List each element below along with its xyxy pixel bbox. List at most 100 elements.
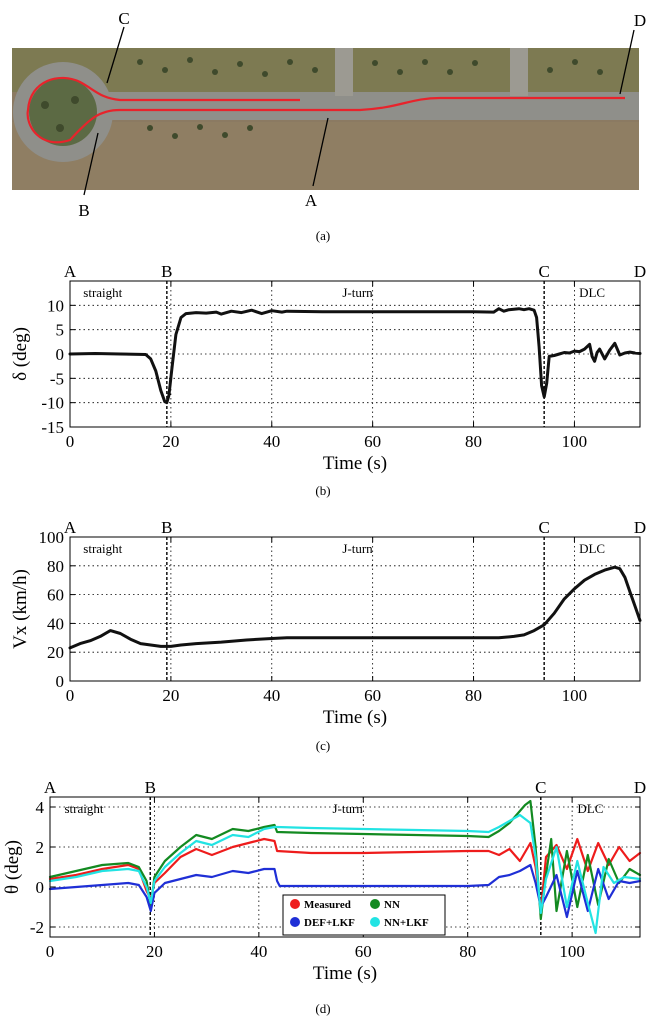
y-tick-label: 0 [56,672,65,691]
aerial-map: C D B A [12,9,646,220]
y-tick-label: 40 [47,614,64,633]
map-label-a: A [305,191,318,210]
arrow-b [83,132,99,196]
segment-label: J-turn [332,801,363,816]
map-field-south [12,122,639,190]
arrow-d [619,29,635,95]
x-tick-label: 80 [459,942,476,961]
map-field-north [12,48,639,92]
arrow-a [312,117,329,187]
map-side-road-1 [335,48,353,96]
marker-label-a: A [64,262,77,281]
map-side-road-2 [510,48,528,96]
marker-label-d: D [634,778,646,797]
caption-c: (c) [316,738,330,753]
y-tick-label: 20 [47,643,64,662]
map-trees [41,57,603,139]
segment-label: straight [83,541,122,556]
y-axis-label: δ (deg) [10,327,31,381]
map-label-b: B [78,201,89,220]
x-tick-label: 20 [162,432,179,451]
segment-label: J-turn [342,285,373,300]
legend-swatch [290,899,300,909]
series-line-def-lkf [48,863,642,919]
y-tick-label: 0 [36,878,45,897]
x-tick-label: 40 [263,432,280,451]
legend: Measured NN DEF+LKF NN+LKF [282,894,446,936]
marker-label-c: C [538,518,549,537]
y-tick-label: 5 [56,321,65,340]
map-road [95,92,639,120]
x-tick-label: 60 [364,686,381,705]
y-axis-label: Vx (km/h) [10,569,31,649]
y-tick-label: -10 [41,394,64,413]
segment-label: straight [64,801,103,816]
y-tick-label: 80 [47,557,64,576]
caption-d: (d) [315,1001,330,1016]
x-axis-label: Time (s) [313,963,377,984]
series-line-vx [68,565,642,650]
legend-swatch [370,899,380,909]
y-axis-label: θ (deg) [2,840,23,894]
legend-swatch [290,917,300,927]
segment-label: DLC [579,541,605,556]
segment-label: DLC [577,801,603,816]
legend-entry: NN+LKF [384,917,429,929]
y-tick-label: 4 [36,798,45,817]
caption-a: (a) [316,228,330,243]
marker-label-b: B [145,778,156,797]
x-tick-label: 80 [465,432,482,451]
y-tick-label: -2 [30,918,44,937]
segment-label: J-turn [342,541,373,556]
plot-frame [49,796,641,938]
map-route [26,76,625,144]
y-tick-label: 100 [39,528,65,547]
x-tick-label: 100 [562,432,588,451]
segment-label: DLC [579,285,605,300]
x-tick-label: 60 [355,942,372,961]
plot-frame [69,536,641,682]
x-tick-label: 20 [146,942,163,961]
x-tick-label: 80 [465,686,482,705]
caption-b: (b) [315,483,330,498]
x-tick-label: 100 [559,942,585,961]
x-axis-label: Time (s) [323,453,387,474]
x-tick-label: 0 [66,432,75,451]
map-label-c: C [118,9,129,28]
legend-box [282,894,446,936]
marker-label-a: A [64,518,77,537]
segment-label: straight [83,285,122,300]
marker-label-d: D [634,518,646,537]
map-label-d: D [634,11,646,30]
plot-frame [69,280,641,428]
x-tick-label: 40 [263,686,280,705]
y-tick-label: 0 [56,345,65,364]
legend-swatch [370,917,380,927]
x-tick-label: 100 [562,686,588,705]
series-line-nn-lkf [48,813,642,935]
x-tick-label: 20 [162,686,179,705]
x-tick-label: 60 [364,432,381,451]
legend-entry: NN [384,899,400,911]
series-line-delta [68,307,642,405]
y-tick-label: 2 [36,838,45,857]
y-tick-label: -5 [50,369,64,388]
y-tick-label: 10 [47,296,64,315]
marker-label-b: B [161,518,172,537]
x-axis-label: Time (s) [323,707,387,728]
legend-entry: Measured [304,899,351,911]
x-tick-label: 40 [250,942,267,961]
arrow-c [106,26,125,84]
marker-label-b: B [161,262,172,281]
legend-entry: DEF+LKF [304,917,355,929]
marker-label-a: A [44,778,57,797]
y-tick-label: 60 [47,586,64,605]
marker-label-c: C [538,262,549,281]
marker-label-c: C [535,778,546,797]
x-tick-label: 0 [66,686,75,705]
y-tick-label: -15 [41,418,64,437]
marker-label-d: D [634,262,646,281]
